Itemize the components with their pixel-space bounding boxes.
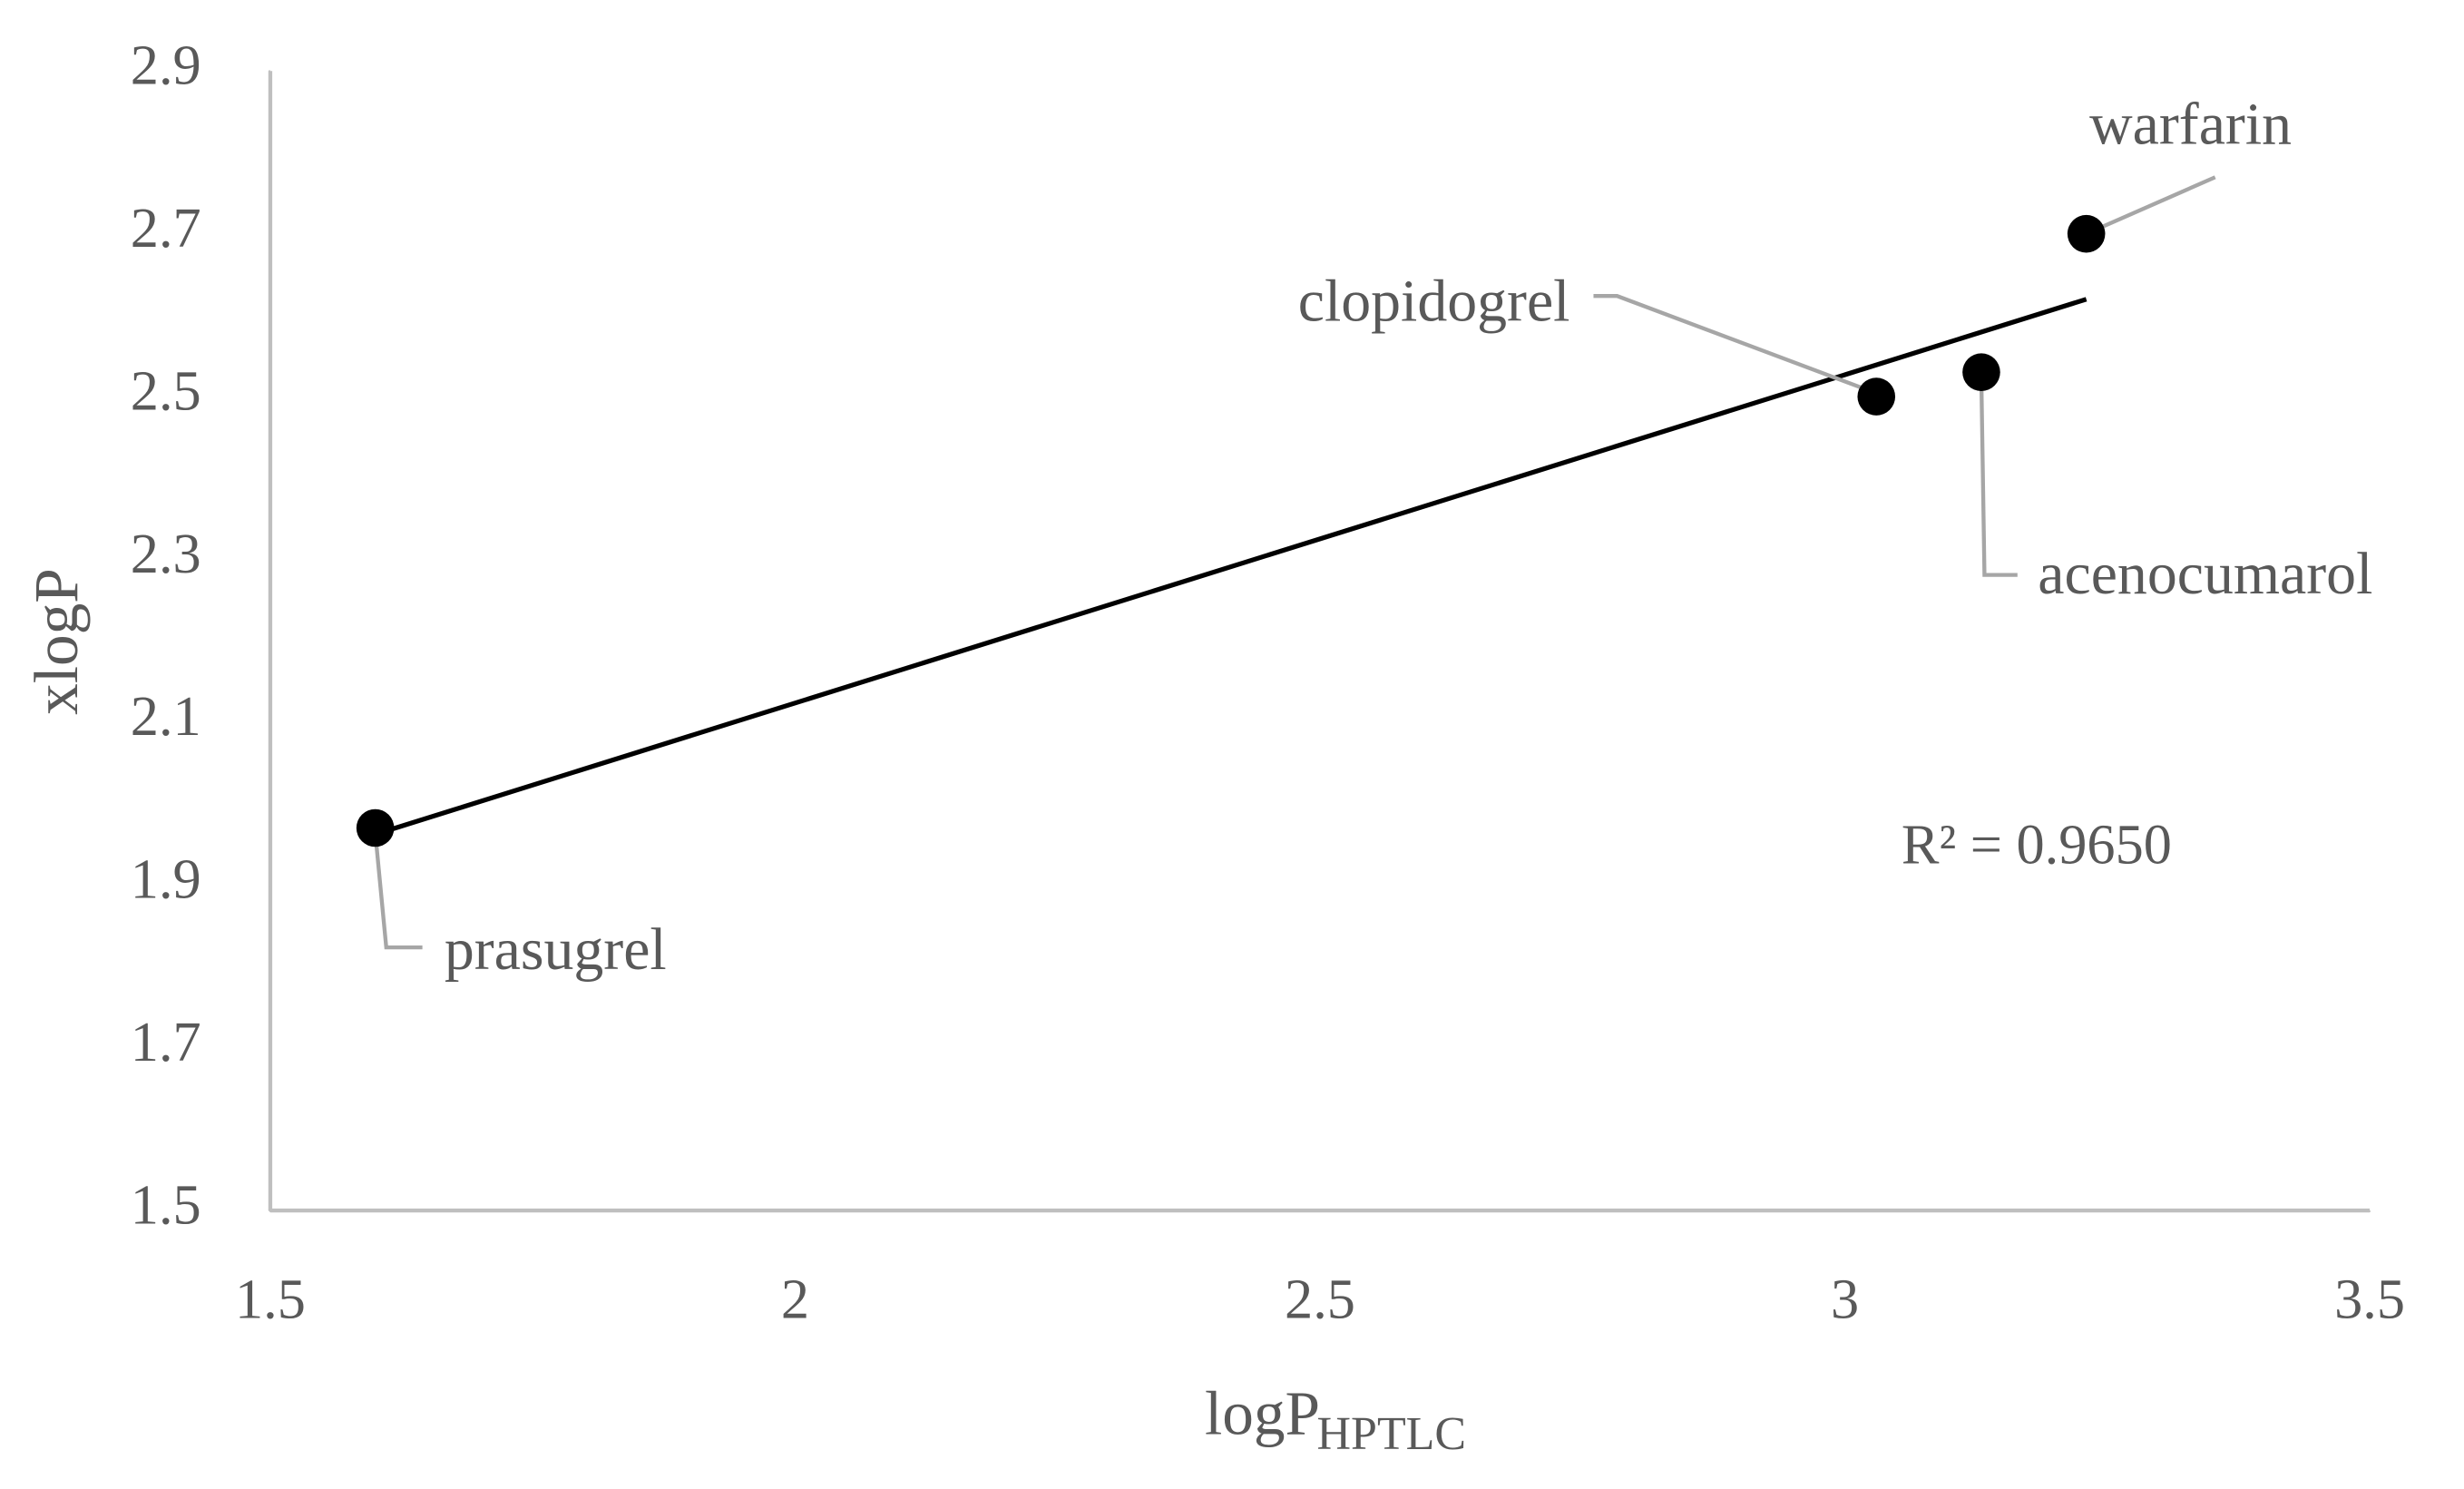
y-tick-label: 2.7 [131,197,201,260]
x-tick-label: 2.5 [1285,1268,1355,1330]
leader-line [1593,294,1870,393]
y-tick-label: 2.1 [131,685,201,748]
point [1857,377,1896,416]
y-tick-label: 2.3 [131,523,201,585]
point [1962,353,2000,391]
leader-line [1979,377,2018,577]
y-tick-label: 2.5 [131,359,201,422]
point [2067,214,2106,253]
leader-line [2085,175,2216,236]
x-tick-label: 2 [781,1268,809,1330]
trendline [374,297,2088,837]
x-tick-label: 3 [1831,1268,1859,1330]
y-tick-label: 2.9 [131,34,201,97]
x-axis-label-subscript: HPTLC [1317,1408,1467,1460]
x-axis-label: logP [1205,1377,1320,1447]
x-tick-label: 1.5 [235,1268,306,1330]
y-tick-label: 1.5 [131,1173,201,1236]
y-tick-label: 1.7 [131,1011,201,1073]
leader-line [373,832,423,950]
point-label: warfarin [2089,91,2292,157]
point [356,808,395,847]
r-squared: R² = 0.9650 [1902,814,2172,877]
point-label: clopidogrel [1298,268,1570,334]
x-tick-label: 3.5 [2334,1268,2405,1330]
y-tick-label: 1.9 [131,848,201,911]
y-axis-label: xlogP [21,568,91,715]
point-label: prasugrel [445,916,667,983]
point-label: acenocumarol [2038,541,2372,607]
